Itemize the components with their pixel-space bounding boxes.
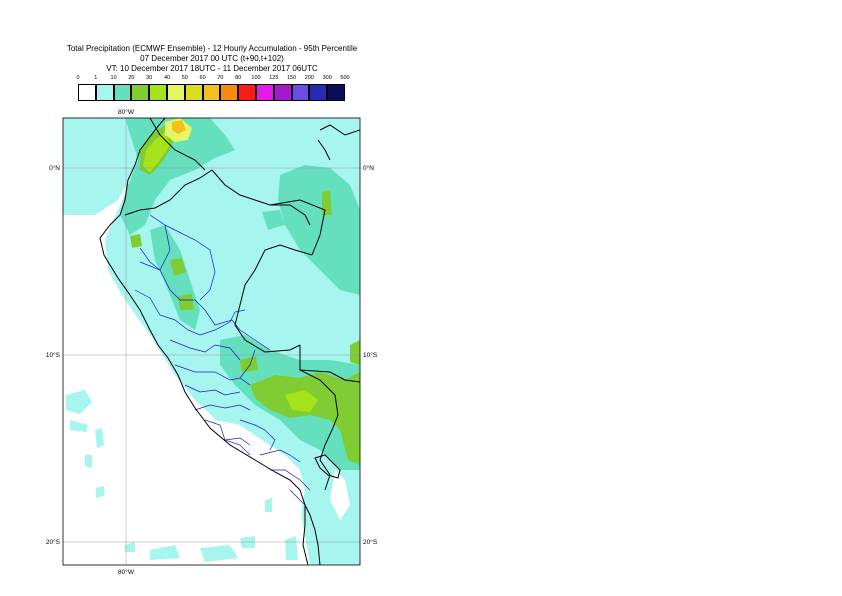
ocean-patch xyxy=(150,545,180,560)
lat-label-10s-right: 10°S xyxy=(363,351,378,359)
legend-threshold-label: 1 xyxy=(94,75,98,81)
chart-title: Total Precipitation (ECMWF Ensemble) - 1… xyxy=(66,44,358,53)
precip-green-southeast xyxy=(250,372,360,465)
legend-threshold-label: 50 xyxy=(181,75,188,81)
legend-threshold-label: 80 xyxy=(235,75,242,81)
legend-threshold-label: 150 xyxy=(287,75,297,81)
precip-green-patch xyxy=(170,258,186,276)
legend-swatch xyxy=(238,84,256,101)
map-frame xyxy=(62,117,361,566)
precip-yellowgreen-southeast xyxy=(285,390,318,412)
ocean-patch xyxy=(70,420,88,432)
land-dry-patch xyxy=(330,470,350,520)
precip-medium-east xyxy=(278,165,360,295)
legend-swatch xyxy=(95,84,114,101)
legend-swatch xyxy=(291,84,310,101)
legend-swatch xyxy=(327,84,345,101)
chart-subtitle-validity: VT: 10 December 2017 18UTC - 11 December… xyxy=(106,64,318,73)
ocean-patch xyxy=(85,455,92,468)
legend-swatch xyxy=(273,84,292,101)
legend-swatch xyxy=(131,84,150,101)
precip-green-patch xyxy=(322,190,332,215)
region-borders xyxy=(134,214,311,506)
legend-threshold-label: 300 xyxy=(322,75,332,81)
legend-threshold-label: 500 xyxy=(340,75,350,81)
precip-green-patch xyxy=(178,294,194,310)
legend-threshold-label: 40 xyxy=(163,75,171,81)
precip-green-patch xyxy=(240,356,258,372)
ocean-patch xyxy=(95,428,104,448)
ocean-patch xyxy=(265,498,272,512)
lat-label-0-right: 0°N xyxy=(363,164,374,172)
lat-label-20s-left: 20°S xyxy=(46,538,61,546)
precip-green-patch xyxy=(350,340,360,365)
precip-green-patch xyxy=(130,234,142,248)
ocean-patch xyxy=(200,545,238,562)
legend-threshold-label: 10 xyxy=(110,75,117,81)
legend-threshold-label: 125 xyxy=(269,75,279,81)
legend-swatch xyxy=(184,84,203,101)
lon-label-top: 80°W xyxy=(118,108,135,116)
legend-swatch xyxy=(113,84,132,101)
country-borders xyxy=(99,118,360,565)
land-dry-area xyxy=(195,405,305,520)
legend-threshold-label: 100 xyxy=(251,75,261,81)
lon-label-bottom: 80°W xyxy=(118,568,135,576)
legend-swatch xyxy=(220,84,239,101)
legend-threshold-label: 30 xyxy=(146,75,153,81)
legend-swatch xyxy=(78,84,96,101)
lat-label-10s-left: 10°S xyxy=(46,351,61,359)
precip-medium-patch xyxy=(262,210,285,230)
legend-swatch xyxy=(309,84,328,101)
legend-threshold-label: 20 xyxy=(128,75,135,81)
legend-threshold-label: 0 xyxy=(76,75,80,81)
ocean-patch xyxy=(66,390,92,414)
legend-swatch xyxy=(149,84,167,101)
lat-label-0-left: 0°N xyxy=(49,164,60,172)
legend-swatch xyxy=(167,84,185,101)
legend-threshold-label: 70 xyxy=(217,75,224,81)
legend-swatch xyxy=(202,84,221,101)
ocean-patch xyxy=(285,536,298,560)
ocean-patch xyxy=(96,486,104,498)
legend-threshold-label: 200 xyxy=(304,75,314,81)
lat-label-20s-right: 20°S xyxy=(363,538,378,546)
legend-swatch xyxy=(256,84,274,101)
precip-orange-core xyxy=(172,120,186,134)
ocean-patch xyxy=(125,542,135,552)
precip-yellowgreen-north xyxy=(143,132,170,172)
legend-threshold-label: 60 xyxy=(199,75,206,81)
chart-subtitle-run: 07 December 2017 00 UTC (t+90,t+102) xyxy=(140,54,284,63)
